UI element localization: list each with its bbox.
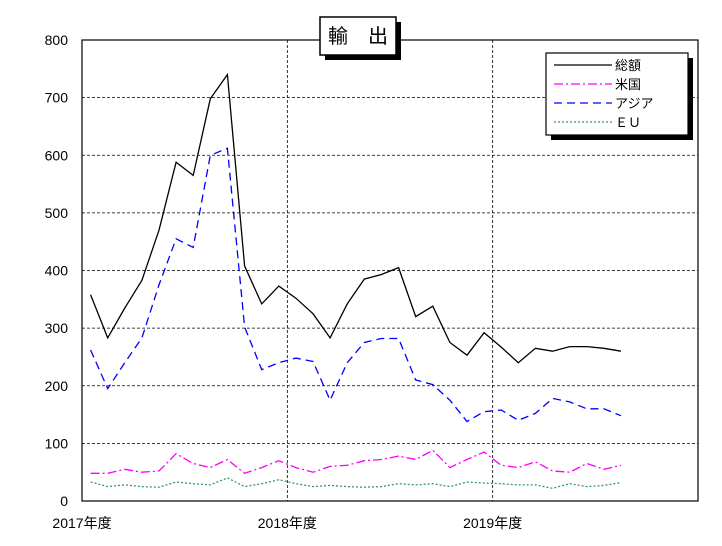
y-tick-label: 100 <box>45 435 69 451</box>
legend-label: 総額 <box>615 59 641 74</box>
series-line <box>89 72 622 364</box>
chart-title: 輸 出 <box>328 24 388 48</box>
chart-title-box: 輸 出 <box>319 16 401 60</box>
y-tick-label: 200 <box>45 378 69 394</box>
axes: 0 100 200 300 400 500 600 700 800 2017年度 2018年度 201… <box>45 32 699 531</box>
series-line <box>90 147 622 423</box>
y-tick-label: 700 <box>45 90 69 106</box>
y-tick-label: 500 <box>45 205 69 221</box>
series-line <box>90 449 622 475</box>
y-tick-label: 600 <box>45 147 69 163</box>
y-tick-label: 0 <box>60 493 68 509</box>
legend-label: ＥＵ <box>615 116 641 131</box>
x-tick-label: 2018年度 <box>258 515 317 531</box>
legend-label: 米国 <box>615 78 641 93</box>
y-tick-label: 400 <box>45 263 69 279</box>
x-tick-label: 2019年度 <box>463 515 522 531</box>
x-tick-label: 2017年度 <box>52 515 111 531</box>
series-lines <box>89 72 622 489</box>
legend-label: アジア <box>615 97 653 112</box>
y-tick-label: 800 <box>45 32 69 48</box>
y-tick-label: 300 <box>45 320 69 336</box>
series-line <box>90 477 622 489</box>
